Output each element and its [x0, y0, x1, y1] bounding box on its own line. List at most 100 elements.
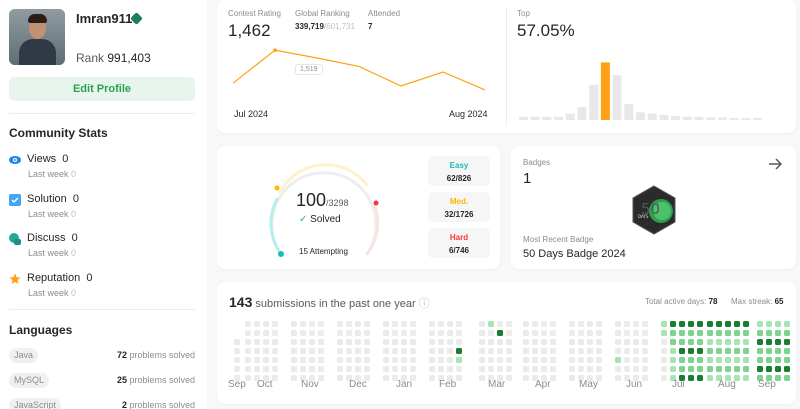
heatmap-cell[interactable] [488, 339, 494, 345]
heatmap-cell[interactable] [688, 339, 694, 345]
heatmap-cell[interactable] [263, 366, 269, 372]
heatmap-cell[interactable] [596, 357, 602, 363]
heatmap-cell[interactable] [550, 339, 556, 345]
heatmap-cell[interactable] [447, 348, 453, 354]
heatmap-cell[interactable] [523, 357, 529, 363]
heatmap-cell[interactable] [300, 330, 306, 336]
heatmap-cell[interactable] [642, 357, 648, 363]
heatmap-cell[interactable] [633, 366, 639, 372]
heatmap-cell[interactable] [383, 339, 389, 345]
heatmap-cell[interactable] [757, 321, 763, 327]
heatmap-cell[interactable] [497, 366, 503, 372]
heatmap-cell[interactable] [633, 375, 639, 381]
heatmap-cell[interactable] [743, 339, 749, 345]
heatmap-cell[interactable] [716, 348, 722, 354]
heatmap-cell[interactable] [569, 330, 575, 336]
heatmap-cell[interactable] [615, 366, 621, 372]
heatmap-cell[interactable] [346, 348, 352, 354]
heatmap-cell[interactable] [775, 339, 781, 345]
heatmap-cell[interactable] [392, 348, 398, 354]
heatmap-cell[interactable] [541, 330, 547, 336]
heatmap-cell[interactable] [679, 366, 685, 372]
heatmap-cell[interactable] [578, 366, 584, 372]
heatmap-cell[interactable] [438, 321, 444, 327]
heatmap-cell[interactable] [766, 366, 772, 372]
heatmap-cell[interactable] [401, 375, 407, 381]
heatmap-cell[interactable] [337, 321, 343, 327]
heatmap-cell[interactable] [263, 348, 269, 354]
heatmap-cell[interactable] [447, 366, 453, 372]
heatmap-cell[interactable] [670, 375, 676, 381]
heatmap-cell[interactable] [707, 375, 713, 381]
heatmap-cell[interactable] [254, 357, 260, 363]
heatmap-cell[interactable] [550, 348, 556, 354]
heatmap-cell[interactable] [734, 366, 740, 372]
heatmap-cell[interactable] [506, 357, 512, 363]
heatmap-cell[interactable] [479, 348, 485, 354]
heatmap-cell[interactable] [725, 330, 731, 336]
heatmap-cell[interactable] [569, 366, 575, 372]
heatmap-cell[interactable] [488, 321, 494, 327]
heatmap-cell[interactable] [784, 375, 790, 381]
heatmap-cell[interactable] [383, 330, 389, 336]
heatmap-cell[interactable] [447, 339, 453, 345]
heatmap-cell[interactable] [532, 321, 538, 327]
heatmap-cell[interactable] [429, 375, 435, 381]
heatmap-cell[interactable] [578, 330, 584, 336]
heatmap-cell[interactable] [642, 339, 648, 345]
heatmap-cell[interactable] [688, 348, 694, 354]
heatmap-cell[interactable] [697, 348, 703, 354]
heatmap-cell[interactable] [633, 357, 639, 363]
heatmap-cell[interactable] [766, 330, 772, 336]
heatmap-cell[interactable] [523, 348, 529, 354]
heatmap-cell[interactable] [578, 348, 584, 354]
heatmap-cell[interactable] [392, 366, 398, 372]
heatmap-cell[interactable] [642, 321, 648, 327]
heatmap-cell[interactable] [679, 375, 685, 381]
language-tag[interactable]: JavaScript [9, 398, 62, 409]
heatmap-cell[interactable] [245, 339, 251, 345]
heatmap-cell[interactable] [337, 366, 343, 372]
heatmap-cell[interactable] [497, 339, 503, 345]
heatmap-cell[interactable] [309, 366, 315, 372]
heatmap-cell[interactable] [633, 348, 639, 354]
heatmap-cell[interactable] [784, 366, 790, 372]
heatmap-cell[interactable] [300, 321, 306, 327]
heatmap-cell[interactable] [615, 375, 621, 381]
heatmap-cell[interactable] [688, 375, 694, 381]
avatar[interactable] [9, 9, 65, 65]
heatmap-cell[interactable] [596, 348, 602, 354]
heatmap-cell[interactable] [364, 357, 370, 363]
heatmap-cell[interactable] [506, 339, 512, 345]
heatmap-cell[interactable] [757, 330, 763, 336]
heatmap-cell[interactable] [355, 357, 361, 363]
heatmap-cell[interactable] [497, 321, 503, 327]
heatmap-cell[interactable] [346, 321, 352, 327]
heatmap-cell[interactable] [679, 321, 685, 327]
heatmap-cell[interactable] [318, 348, 324, 354]
heatmap-cell[interactable] [438, 357, 444, 363]
heatmap-cell[interactable] [234, 339, 240, 345]
heatmap-cell[interactable] [550, 321, 556, 327]
heatmap-cell[interactable] [624, 330, 630, 336]
heatmap-cell[interactable] [587, 366, 593, 372]
heatmap-cell[interactable] [642, 348, 648, 354]
heatmap-cell[interactable] [392, 375, 398, 381]
heatmap-cell[interactable] [234, 348, 240, 354]
heatmap-cell[interactable] [506, 375, 512, 381]
heatmap-cell[interactable] [784, 330, 790, 336]
heatmap-cell[interactable] [272, 348, 278, 354]
heatmap-cell[interactable] [624, 375, 630, 381]
language-tag[interactable]: MySQL [9, 373, 50, 388]
heatmap-cell[interactable] [743, 330, 749, 336]
heatmap-cell[interactable] [775, 357, 781, 363]
heatmap-cell[interactable] [532, 348, 538, 354]
heatmap-cell[interactable] [254, 348, 260, 354]
heatmap-cell[interactable] [661, 330, 667, 336]
heatmap-cell[interactable] [254, 339, 260, 345]
heatmap-cell[interactable] [766, 375, 772, 381]
heatmap-cell[interactable] [707, 357, 713, 363]
heatmap-cell[interactable] [725, 339, 731, 345]
heatmap-cell[interactable] [346, 366, 352, 372]
heatmap-cell[interactable] [615, 321, 621, 327]
